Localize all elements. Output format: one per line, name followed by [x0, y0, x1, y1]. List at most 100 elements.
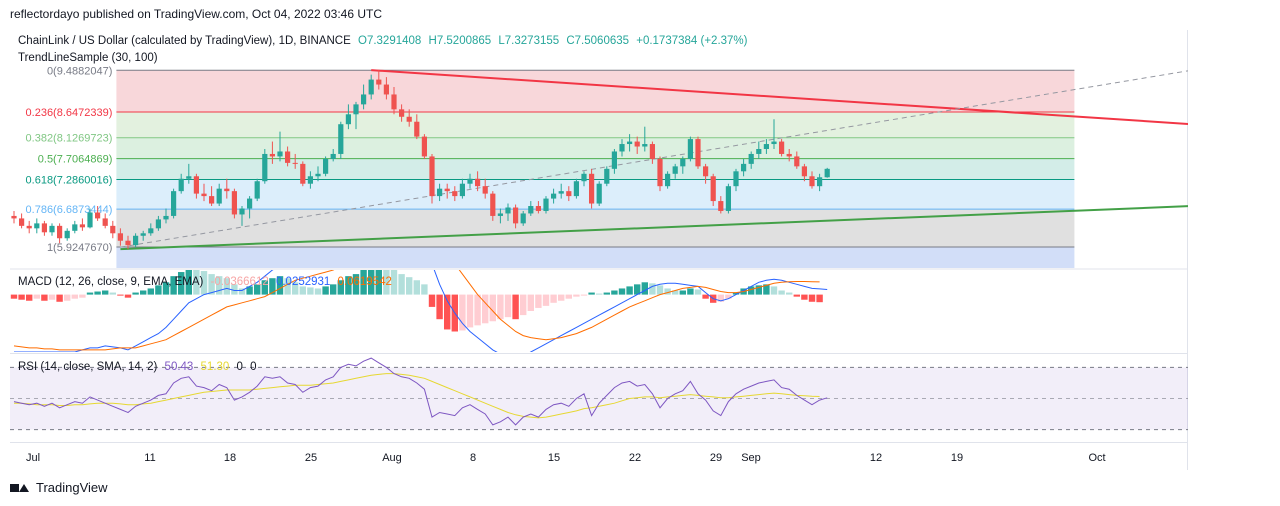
macd-hist-bar: [406, 277, 413, 295]
candle-body: [611, 151, 617, 169]
fib-zone-0.786: [116, 209, 1075, 247]
candle-body: [558, 191, 564, 194]
tradingview-logo-icon: [10, 482, 30, 494]
candle-body: [695, 139, 701, 167]
candle-body: [87, 212, 93, 228]
macd-hist-bar: [299, 286, 306, 295]
candle-body: [11, 215, 17, 219]
candle-body: [41, 223, 47, 233]
macd-hist-bar: [497, 294, 504, 320]
macd-hist-bar: [573, 294, 580, 297]
macd-signal-value: 0.0619542: [337, 276, 392, 288]
candle-body: [809, 176, 815, 187]
symbol-title[interactable]: ChainLink / US Dollar (calculated by Tra…: [18, 35, 351, 47]
chart-area[interactable]: 0(9.4882047) 0.236(8.6472339) 0.382(8.1269…: [10, 30, 1260, 470]
macd-hist-bar: [33, 294, 40, 299]
candle-body: [361, 94, 367, 105]
candle-body: [338, 124, 344, 154]
candle-body: [300, 163, 306, 184]
macd-hist-bar: [786, 292, 793, 295]
macd-hist-bar: [337, 280, 344, 295]
macd-hist-bar: [520, 294, 527, 316]
macd-hist-bar: [641, 282, 648, 295]
macd-title[interactable]: MACD (12, 26, close, 9, EMA, EMA): [18, 276, 204, 288]
price-pane: 0(9.4882047) 0.236(8.6472339) 0.382(8.1269…: [11, 65, 1188, 268]
rsi-sma-line: [14, 373, 820, 419]
macd-hist-bar: [330, 284, 337, 295]
candle-body: [566, 191, 572, 197]
candle-body: [642, 144, 648, 147]
candle-body: [581, 173, 587, 182]
macd-hist-bar: [770, 286, 778, 295]
candle-body: [573, 181, 579, 197]
candle-body: [482, 186, 488, 194]
candle-body: [687, 139, 693, 159]
candle-body: [307, 176, 313, 184]
candle-body: [551, 193, 557, 199]
main-legend: ChainLink / US Dollar (calculated by Tra…: [18, 35, 748, 47]
candle-body: [649, 144, 655, 159]
macd-hist-bar: [178, 272, 185, 295]
macd-hist-bar: [71, 294, 78, 299]
candle-body: [710, 176, 716, 202]
candle-body: [391, 94, 397, 110]
candle-body: [444, 188, 450, 192]
rsi-extra-2: 0: [250, 361, 257, 373]
candle-body: [140, 233, 146, 236]
macd-hist-bar: [254, 284, 261, 295]
macd-signal-line: [13, 270, 820, 351]
candle-body: [771, 141, 777, 145]
macd-hist-bar: [413, 280, 420, 295]
candle-body: [429, 156, 435, 197]
macd-hist-bar: [132, 292, 139, 295]
macd-hist-bar: [276, 276, 284, 295]
candle-body: [34, 223, 40, 229]
candle-body: [535, 206, 541, 211]
macd-hist-bar: [86, 292, 94, 295]
candle-body: [224, 188, 230, 192]
macd-hist-bar: [246, 286, 253, 295]
candle-body: [437, 188, 443, 197]
macd-hist-bar: [375, 270, 382, 295]
fib-label-0.5: 0.5(7.7064869): [38, 154, 113, 166]
macd-hist-bar: [18, 294, 25, 300]
macd-hist-bar: [763, 284, 770, 295]
candle-body: [79, 224, 85, 228]
candle-body: [72, 224, 78, 231]
candle-body: [763, 144, 769, 149]
fib-zone-0.382: [116, 137, 1075, 159]
macd-hist-bar: [527, 294, 534, 311]
candle-body: [193, 176, 199, 194]
time-tick-label: Sep: [741, 452, 761, 464]
candle-body: [64, 230, 70, 239]
macd-hist-bar: [694, 289, 702, 295]
macd-hist-bar: [185, 270, 192, 295]
macd-hist-bar: [390, 270, 398, 295]
candle-body: [163, 215, 169, 220]
candle-body: [102, 218, 108, 226]
footer-brand[interactable]: TradingView: [10, 480, 108, 495]
chart-canvas[interactable]: 0(9.4882047) 0.236(8.6472339) 0.382(8.1269…: [10, 30, 1260, 470]
candle-body: [741, 163, 747, 172]
macd-hist-bar: [64, 294, 71, 301]
macd-hist-bar: [482, 294, 489, 324]
macd-hist-bar: [79, 294, 86, 298]
rsi-title[interactable]: RSI (14, close, SMA, 14, 2): [18, 361, 158, 373]
candle-body: [703, 166, 709, 177]
ohlc-high: H7.5200865: [428, 35, 492, 47]
macd-hist-bar: [755, 285, 762, 295]
time-tick-label: Jul: [26, 452, 40, 464]
macd-hist-bar: [147, 288, 154, 295]
macd-hist-bar: [672, 290, 679, 295]
candle-body: [178, 178, 184, 192]
ohlc-low: L7.3273155: [498, 35, 560, 47]
macd-hist-bar: [223, 278, 230, 295]
macd-hist-bar: [117, 294, 124, 296]
macd-hist-bar: [725, 294, 732, 299]
macd-hist-bar: [140, 290, 147, 295]
indicator-legend[interactable]: TrendLineSample (30, 100): [18, 52, 158, 64]
macd-hist-bar: [603, 292, 610, 295]
macd-hist-bar: [216, 276, 223, 295]
macd-hist-bar: [565, 294, 572, 299]
macd-hist-bar: [542, 294, 550, 306]
